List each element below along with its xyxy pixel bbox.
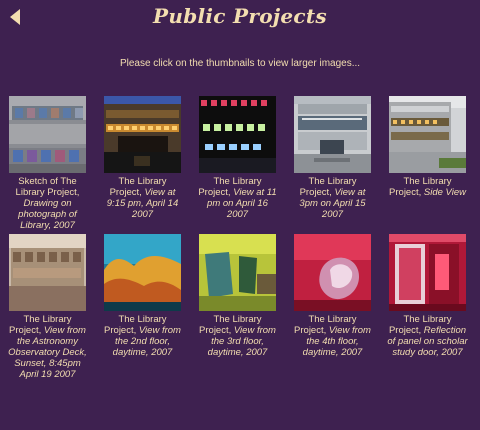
thumbnail-image[interactable]	[199, 234, 276, 311]
thumbnail-caption: The Library Project, View at 9:15 pm, Ap…	[106, 176, 179, 220]
thumbnail-caption: The Library Project, View from the 2nd f…	[104, 314, 181, 358]
thumbnail-caption: The Library Project, View from the Astro…	[8, 314, 87, 380]
thumbnail-image[interactable]	[389, 234, 466, 311]
thumbnail-image[interactable]	[104, 234, 181, 311]
thumbnail-caption: The Library Project, View at 3pm on Apri…	[299, 176, 366, 220]
thumbnail-caption: Sketch of The Library Project, Drawing o…	[15, 176, 80, 231]
page-title: Public Projects	[153, 4, 327, 28]
thumbnail-image[interactable]	[294, 96, 371, 173]
back-arrow-icon[interactable]	[8, 8, 22, 26]
thumbnail-item-4th-floor[interactable]: The Library Project, View from the 4th f…	[294, 234, 371, 380]
thumbnail-caption: The Library Project, View from the 4th f…	[294, 314, 371, 358]
thumbnail-image[interactable]	[294, 234, 371, 311]
thumbnail-item-3pm[interactable]: The Library Project, View at 3pm on Apri…	[294, 96, 371, 234]
thumbnail-item-side-view[interactable]: The Library Project, Side View	[389, 96, 466, 234]
thumbnail-image[interactable]	[9, 234, 86, 311]
thumbnail-image[interactable]	[199, 96, 276, 173]
thumbnail-caption: The Library Project, Side View	[389, 176, 466, 198]
thumbnail-item-2nd-floor[interactable]: The Library Project, View from the 2nd f…	[104, 234, 181, 380]
thumbnail-item-3rd-floor[interactable]: The Library Project, View from the 3rd f…	[199, 234, 276, 380]
thumbnail-item-night-915[interactable]: The Library Project, View at 9:15 pm, Ap…	[104, 96, 181, 234]
instructions-text: Please click on the thumbnails to view l…	[119, 58, 361, 69]
thumbnail-item-reflection[interactable]: The Library Project, Reflection of panel…	[387, 234, 468, 380]
thumbnail-image[interactable]	[9, 96, 86, 173]
thumbnail-item-night-11[interactable]: The Library Project, View at 11 pm on Ap…	[198, 96, 277, 234]
thumbnail-caption: The Library Project, Reflection of panel…	[387, 314, 468, 358]
thumbnail-caption: The Library Project, View at 11 pm on Ap…	[198, 176, 277, 220]
thumbnail-image[interactable]	[389, 96, 466, 173]
thumbnail-grid: Sketch of The Library Project, Drawing o…	[8, 96, 468, 380]
thumbnail-item-sketch[interactable]: Sketch of The Library Project, Drawing o…	[9, 96, 86, 234]
thumbnail-image[interactable]	[104, 96, 181, 173]
thumbnail-item-observatory[interactable]: The Library Project, View from the Astro…	[8, 234, 87, 380]
thumbnail-caption: The Library Project, View from the 3rd f…	[199, 314, 276, 358]
